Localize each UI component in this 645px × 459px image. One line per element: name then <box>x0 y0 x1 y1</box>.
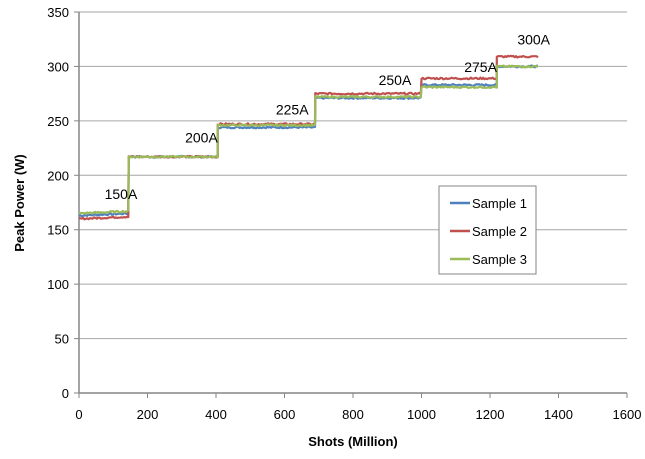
legend: Sample 1 Sample 2 Sample 3 <box>438 185 537 275</box>
current-annotation: 300A <box>517 32 550 48</box>
y-axis-title: Peak Power (W) <box>12 154 27 252</box>
current-annotation: 250A <box>379 72 412 88</box>
x-tick-label: 1000 <box>407 407 436 422</box>
x-tick-label: 0 <box>75 407 82 422</box>
y-tick-label: 100 <box>47 277 69 292</box>
series-lines <box>78 54 539 221</box>
x-tick-label: 800 <box>342 407 364 422</box>
y-tick-label: 150 <box>47 223 69 238</box>
x-axis-title: Shots (Million) <box>308 434 398 449</box>
x-tick-label: 200 <box>137 407 159 422</box>
series-line-3 <box>78 64 538 215</box>
legend-label: Sample 3 <box>472 252 527 267</box>
current-annotation: 225A <box>276 101 309 117</box>
legend-label: Sample 2 <box>472 224 527 239</box>
current-annotation: 275A <box>464 59 497 75</box>
current-annotation: 200A <box>185 130 218 146</box>
x-tick-label: 400 <box>205 407 227 422</box>
y-tick-label: 0 <box>62 386 69 401</box>
x-tick-label: 1400 <box>544 407 573 422</box>
y-tick-label: 50 <box>55 332 69 347</box>
gridlines <box>79 11 627 340</box>
y-tick-label: 250 <box>47 114 69 129</box>
x-tick-label: 1200 <box>476 407 505 422</box>
x-tick-label: 600 <box>274 407 296 422</box>
axes: 0 50 100 150 200 250 300 350 0 200 400 600 800 1000 12… <box>47 5 641 422</box>
current-annotation: 150A <box>105 186 138 202</box>
y-tick-label: 200 <box>47 168 69 183</box>
y-tick-label: 300 <box>47 59 69 74</box>
legend-label: Sample 1 <box>472 196 527 211</box>
x-tick-label: 1600 <box>613 407 642 422</box>
annotations: 150A 200A 225A 250A 275A 300A <box>105 32 551 203</box>
y-tick-label: 350 <box>47 5 69 20</box>
